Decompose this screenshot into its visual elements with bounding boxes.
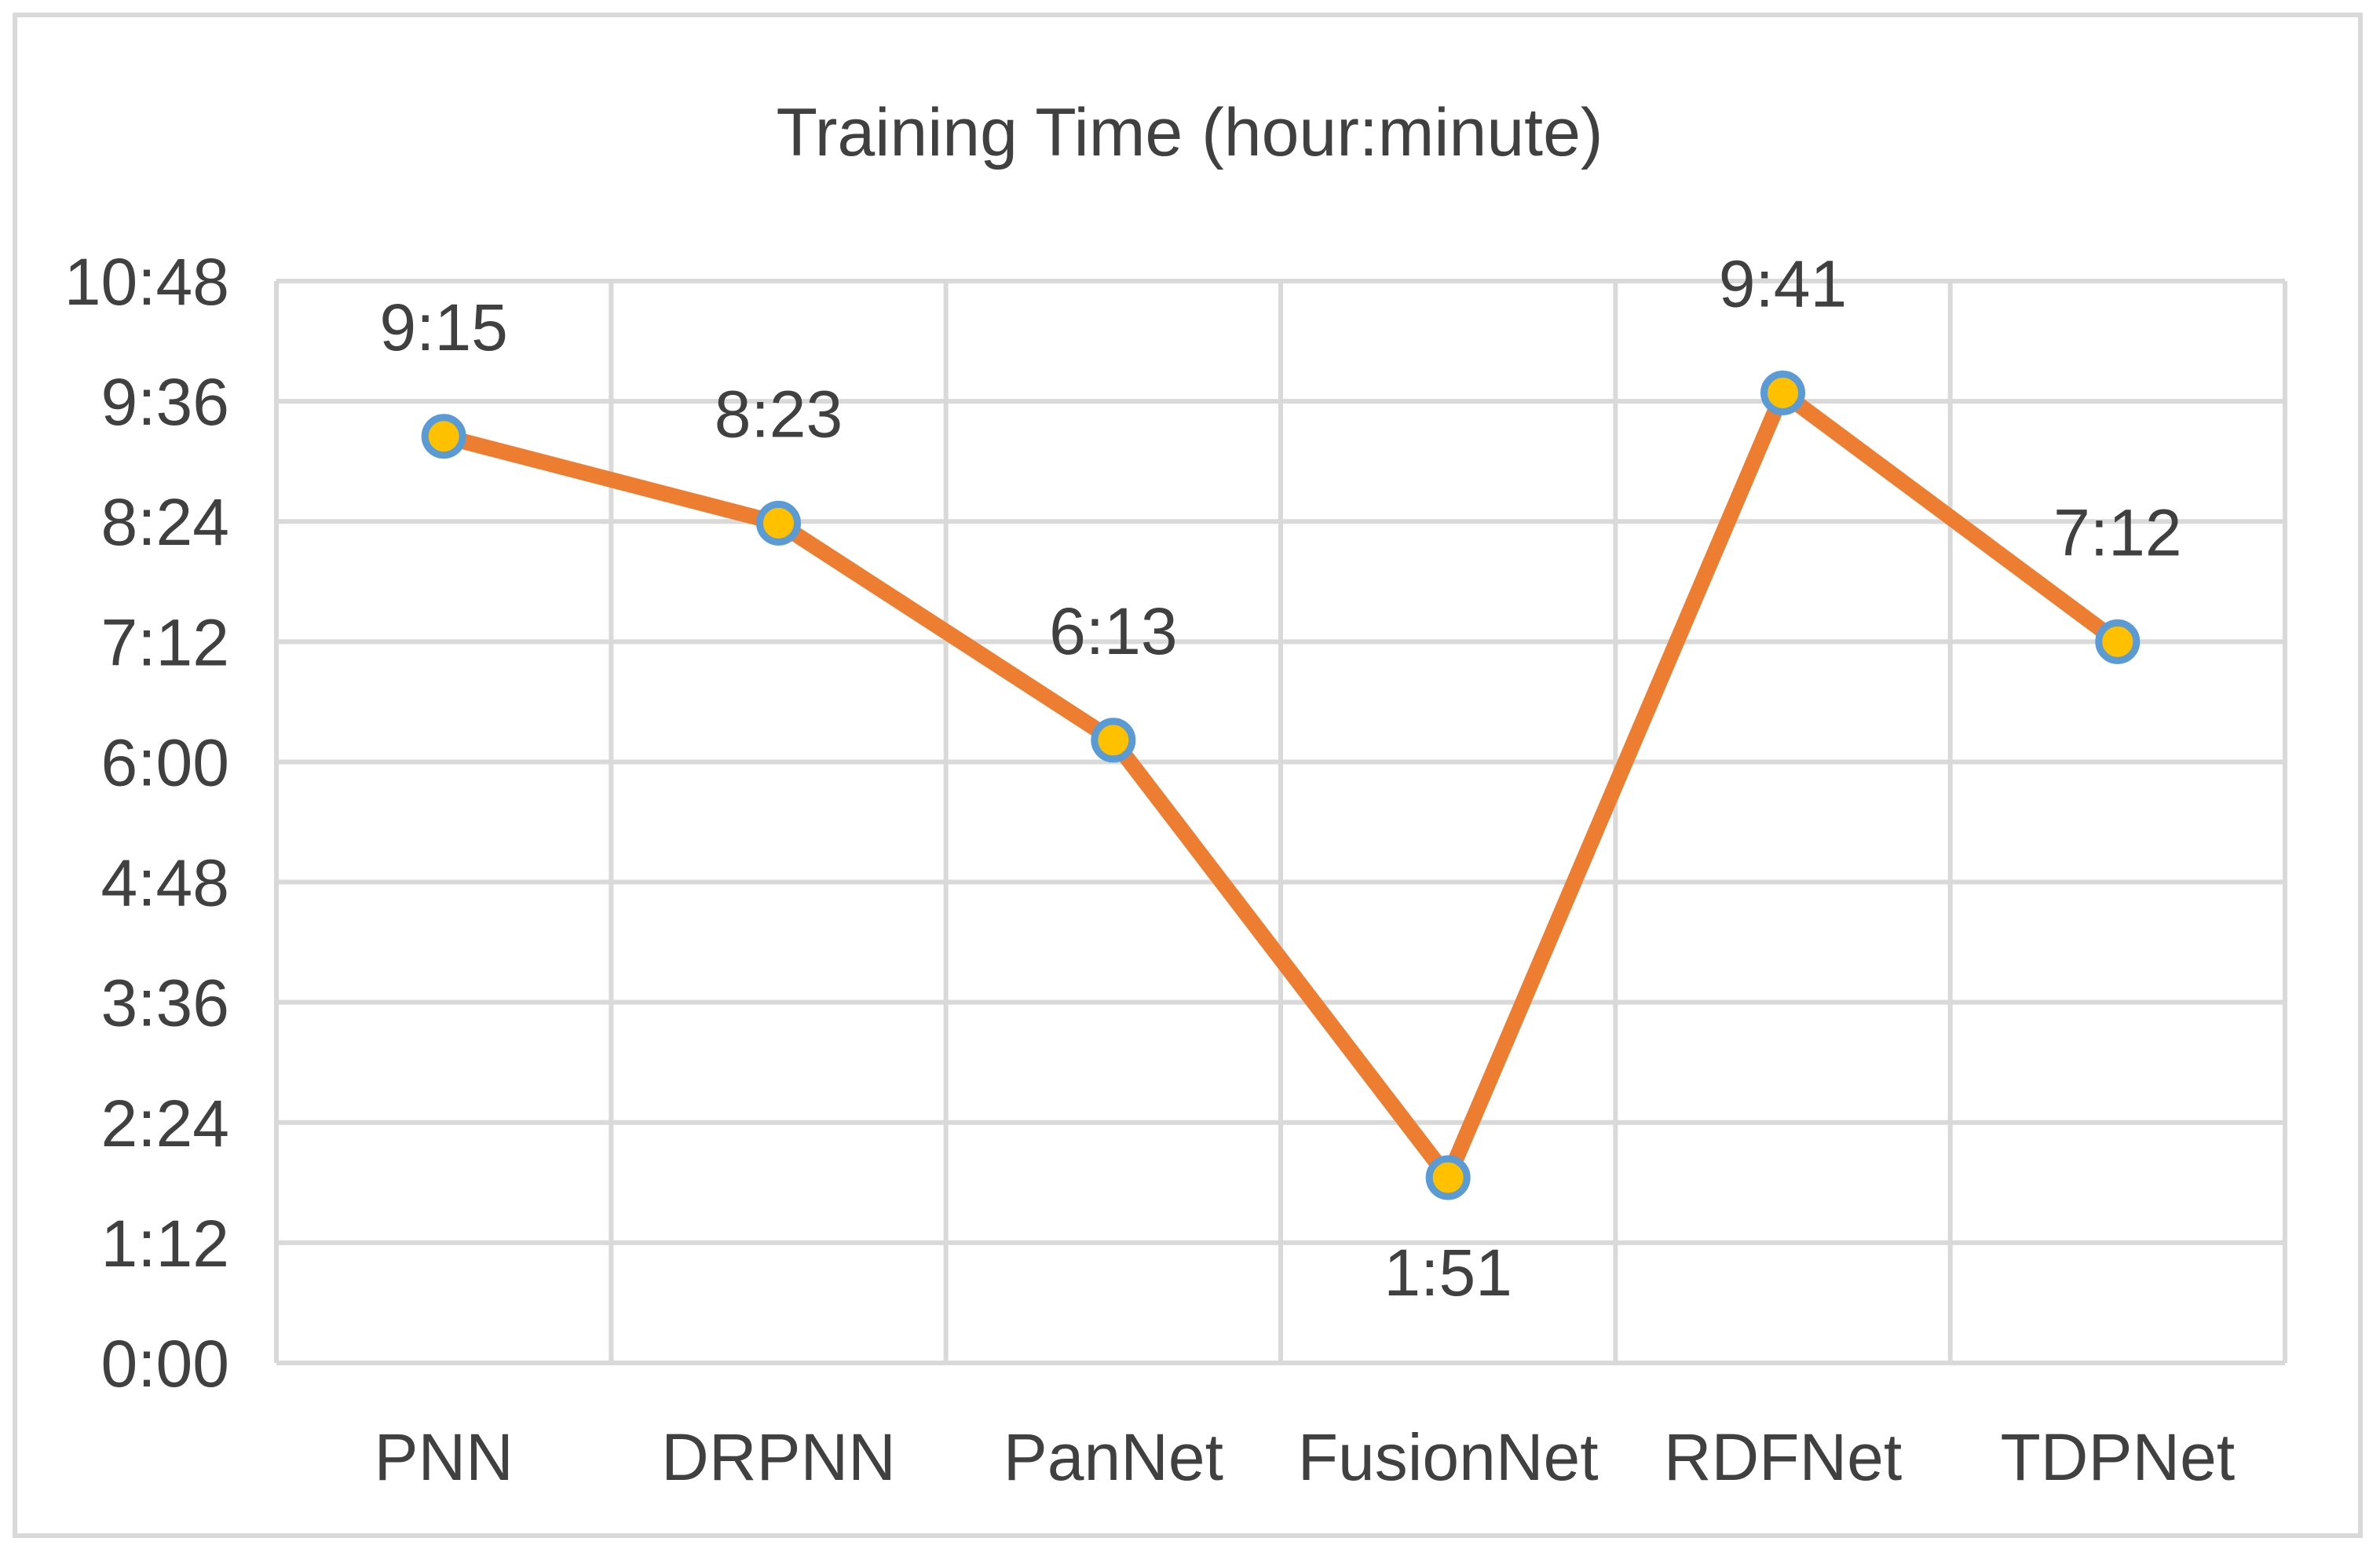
data-label: 7:12 <box>2053 495 2182 569</box>
y-tick-label: 1:12 <box>101 1207 230 1280</box>
data-point <box>1091 718 1136 763</box>
data-point <box>1760 370 1805 415</box>
series-line <box>436 385 2126 1185</box>
y-axis-tick-labels: 0:00 1:12 2:24 3:36 4:48 6:00 7:12 8:24 9:36 10:4… <box>64 245 229 1401</box>
chart-frame <box>13 13 2363 1538</box>
data-label: 8:23 <box>715 377 843 451</box>
x-tick-label: DRPNN <box>661 1420 896 1494</box>
y-tick-label: 10:48 <box>64 245 229 319</box>
data-point <box>756 500 801 546</box>
data-point <box>2095 619 2141 664</box>
x-tick-label: PNN <box>374 1420 513 1494</box>
y-tick-label: 4:48 <box>101 846 230 920</box>
data-point <box>421 414 466 459</box>
data-point <box>1425 1155 1471 1200</box>
y-tick-label: 0:00 <box>101 1327 230 1401</box>
data-labels: 9:15 8:23 6:13 1:51 9:41 7:12 <box>379 247 2181 1309</box>
x-tick-label: PanNet <box>1004 1420 1223 1494</box>
y-tick-label: 9:36 <box>101 365 230 439</box>
data-label: 9:41 <box>1719 247 1848 320</box>
data-label: 9:15 <box>379 290 508 364</box>
y-tick-label: 3:36 <box>101 966 230 1040</box>
y-tick-label: 8:24 <box>101 485 230 559</box>
y-tick-label: 7:12 <box>101 605 230 679</box>
y-tick-label: 6:00 <box>101 725 230 799</box>
x-axis-tick-labels: PNN DRPNN PanNet FusionNet RDFNet TDPNet <box>374 1420 2235 1494</box>
x-tick-label: RDFNet <box>1664 1420 1902 1494</box>
gridlines <box>274 279 2287 1365</box>
series-training-time <box>421 370 2141 1200</box>
data-label: 6:13 <box>1049 594 1178 668</box>
x-tick-label: TDPNet <box>2000 1420 2235 1494</box>
data-label: 1:51 <box>1384 1236 1512 1310</box>
x-tick-label: FusionNet <box>1298 1420 1599 1494</box>
chart-title: Training Time (hour:minute) <box>776 95 1603 170</box>
y-tick-label: 2:24 <box>101 1087 230 1160</box>
